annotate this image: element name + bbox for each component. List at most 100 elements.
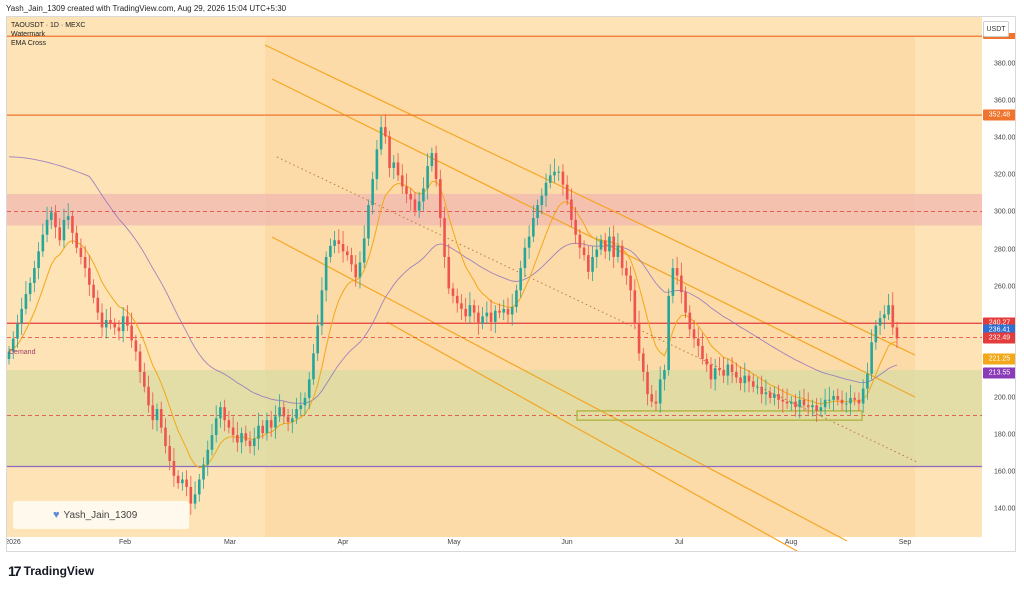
candle-body (147, 386, 150, 406)
candle-body (701, 345, 704, 359)
candle-body (350, 255, 353, 265)
candle-body (33, 268, 36, 283)
chart-panel[interactable]: TAOUSDT · 1D · MEXC Watermark EMA Cross … (6, 16, 1016, 552)
price-tag[interactable]: 236.41 (983, 324, 1015, 336)
candle-body (41, 234, 45, 252)
price-tag[interactable]: 352.48 (983, 109, 1015, 121)
candle-body (236, 435, 239, 443)
candle-body (832, 396, 835, 400)
candle-body (66, 216, 70, 220)
candle-body (434, 153, 438, 180)
demand-zone-label: Demand (9, 349, 36, 356)
candle-body (756, 386, 759, 388)
candle-body (853, 397, 857, 400)
candle-body (362, 238, 366, 263)
candle-body (151, 405, 155, 421)
candle-body (802, 399, 806, 406)
candle-body (857, 399, 861, 404)
time-tick: Jul (674, 539, 684, 546)
candle-body (819, 407, 823, 411)
candle-body (641, 353, 645, 372)
candle-body (515, 290, 518, 308)
candle-body (498, 310, 501, 313)
candle-body (671, 268, 675, 296)
candle-body (485, 312, 489, 317)
candle-body (231, 427, 235, 435)
candle-body (24, 294, 28, 309)
candle-body (88, 268, 91, 285)
candle-body (768, 392, 772, 398)
candle-body (760, 386, 763, 395)
price-tick: 340.00 (994, 134, 1016, 142)
price-tag[interactable]: 213.55 (983, 367, 1015, 379)
chart-legend: TAOUSDT · 1D · MEXC Watermark EMA Cross (11, 21, 85, 48)
price-tick: 260.00 (994, 283, 1016, 291)
candle-body (261, 425, 265, 434)
candle-body (553, 171, 556, 176)
candle-body (692, 329, 696, 339)
candle-body (557, 171, 561, 173)
candle-body (599, 240, 603, 250)
currency-button[interactable]: USDT (983, 21, 1009, 37)
candle-body (371, 179, 374, 206)
time-tick: Apr (337, 539, 349, 546)
candle-body (341, 243, 345, 252)
candle-body (616, 245, 620, 257)
symbol-label[interactable]: TAOUSDT · 1D · MEXC (11, 22, 86, 29)
time-tick: May (447, 539, 461, 546)
candle-body (718, 368, 721, 371)
candle-body (646, 371, 649, 395)
price-tick: 180.00 (994, 431, 1016, 439)
candle-body (367, 205, 370, 239)
candle-body (502, 308, 506, 313)
candle-body (400, 175, 404, 187)
time-axis[interactable]: 2026 Feb Mar Apr May Jun Jul Aug Sep (6, 537, 982, 551)
candle-body (561, 171, 565, 185)
candle-body (773, 394, 776, 398)
candle-body (71, 216, 74, 233)
candle-body (633, 290, 637, 324)
candle-body (481, 316, 484, 324)
candle-body (269, 420, 273, 428)
candle-body (836, 396, 840, 400)
candle-body (164, 427, 167, 447)
author-watermark: ♥ Yash_Jain_1309 (13, 501, 189, 529)
candle-body (443, 218, 446, 257)
candle-body (460, 303, 463, 309)
price-tag[interactable]: 232.49 (983, 332, 1015, 344)
candle-body (278, 407, 281, 417)
candle-body (83, 256, 87, 269)
candle-body (532, 218, 535, 237)
candle-body (625, 268, 628, 276)
tradingview-brand[interactable]: 17 TradingView (8, 563, 94, 579)
price-tick: 380.00 (994, 60, 1016, 68)
candle-body (709, 364, 713, 380)
candle-body (109, 320, 112, 324)
price-chart-canvas[interactable] (7, 17, 982, 552)
candle-body (883, 314, 886, 319)
candle-body (680, 275, 683, 293)
candle-body (7, 351, 11, 359)
price-tag[interactable]: 240.27 (983, 317, 1015, 329)
candle-body (117, 327, 121, 332)
candle-body (329, 245, 332, 257)
price-axis[interactable]: 380.00 360.00 340.00 320.00 300.00 280.00 260.… (982, 17, 1016, 551)
candle-body (570, 199, 573, 220)
indicator-watermark-label[interactable]: Watermark (11, 31, 45, 38)
candle-body (637, 323, 641, 354)
candle-body (324, 256, 328, 291)
candle-body (654, 401, 658, 404)
candle-body (379, 127, 383, 150)
indicator-ema-cross-label[interactable]: EMA Cross (11, 40, 47, 47)
candle-body (439, 179, 442, 219)
candle-body (794, 401, 797, 408)
candle-body (37, 251, 40, 269)
candle-body (447, 256, 451, 289)
candle-body (240, 433, 243, 443)
candle-body (354, 264, 358, 278)
time-tick: 2026 (6, 539, 21, 546)
candle-body (265, 420, 269, 434)
price-tag[interactable]: 221.25 (983, 353, 1015, 364)
brand-name: TradingView (23, 564, 95, 578)
candle-body (244, 433, 248, 441)
